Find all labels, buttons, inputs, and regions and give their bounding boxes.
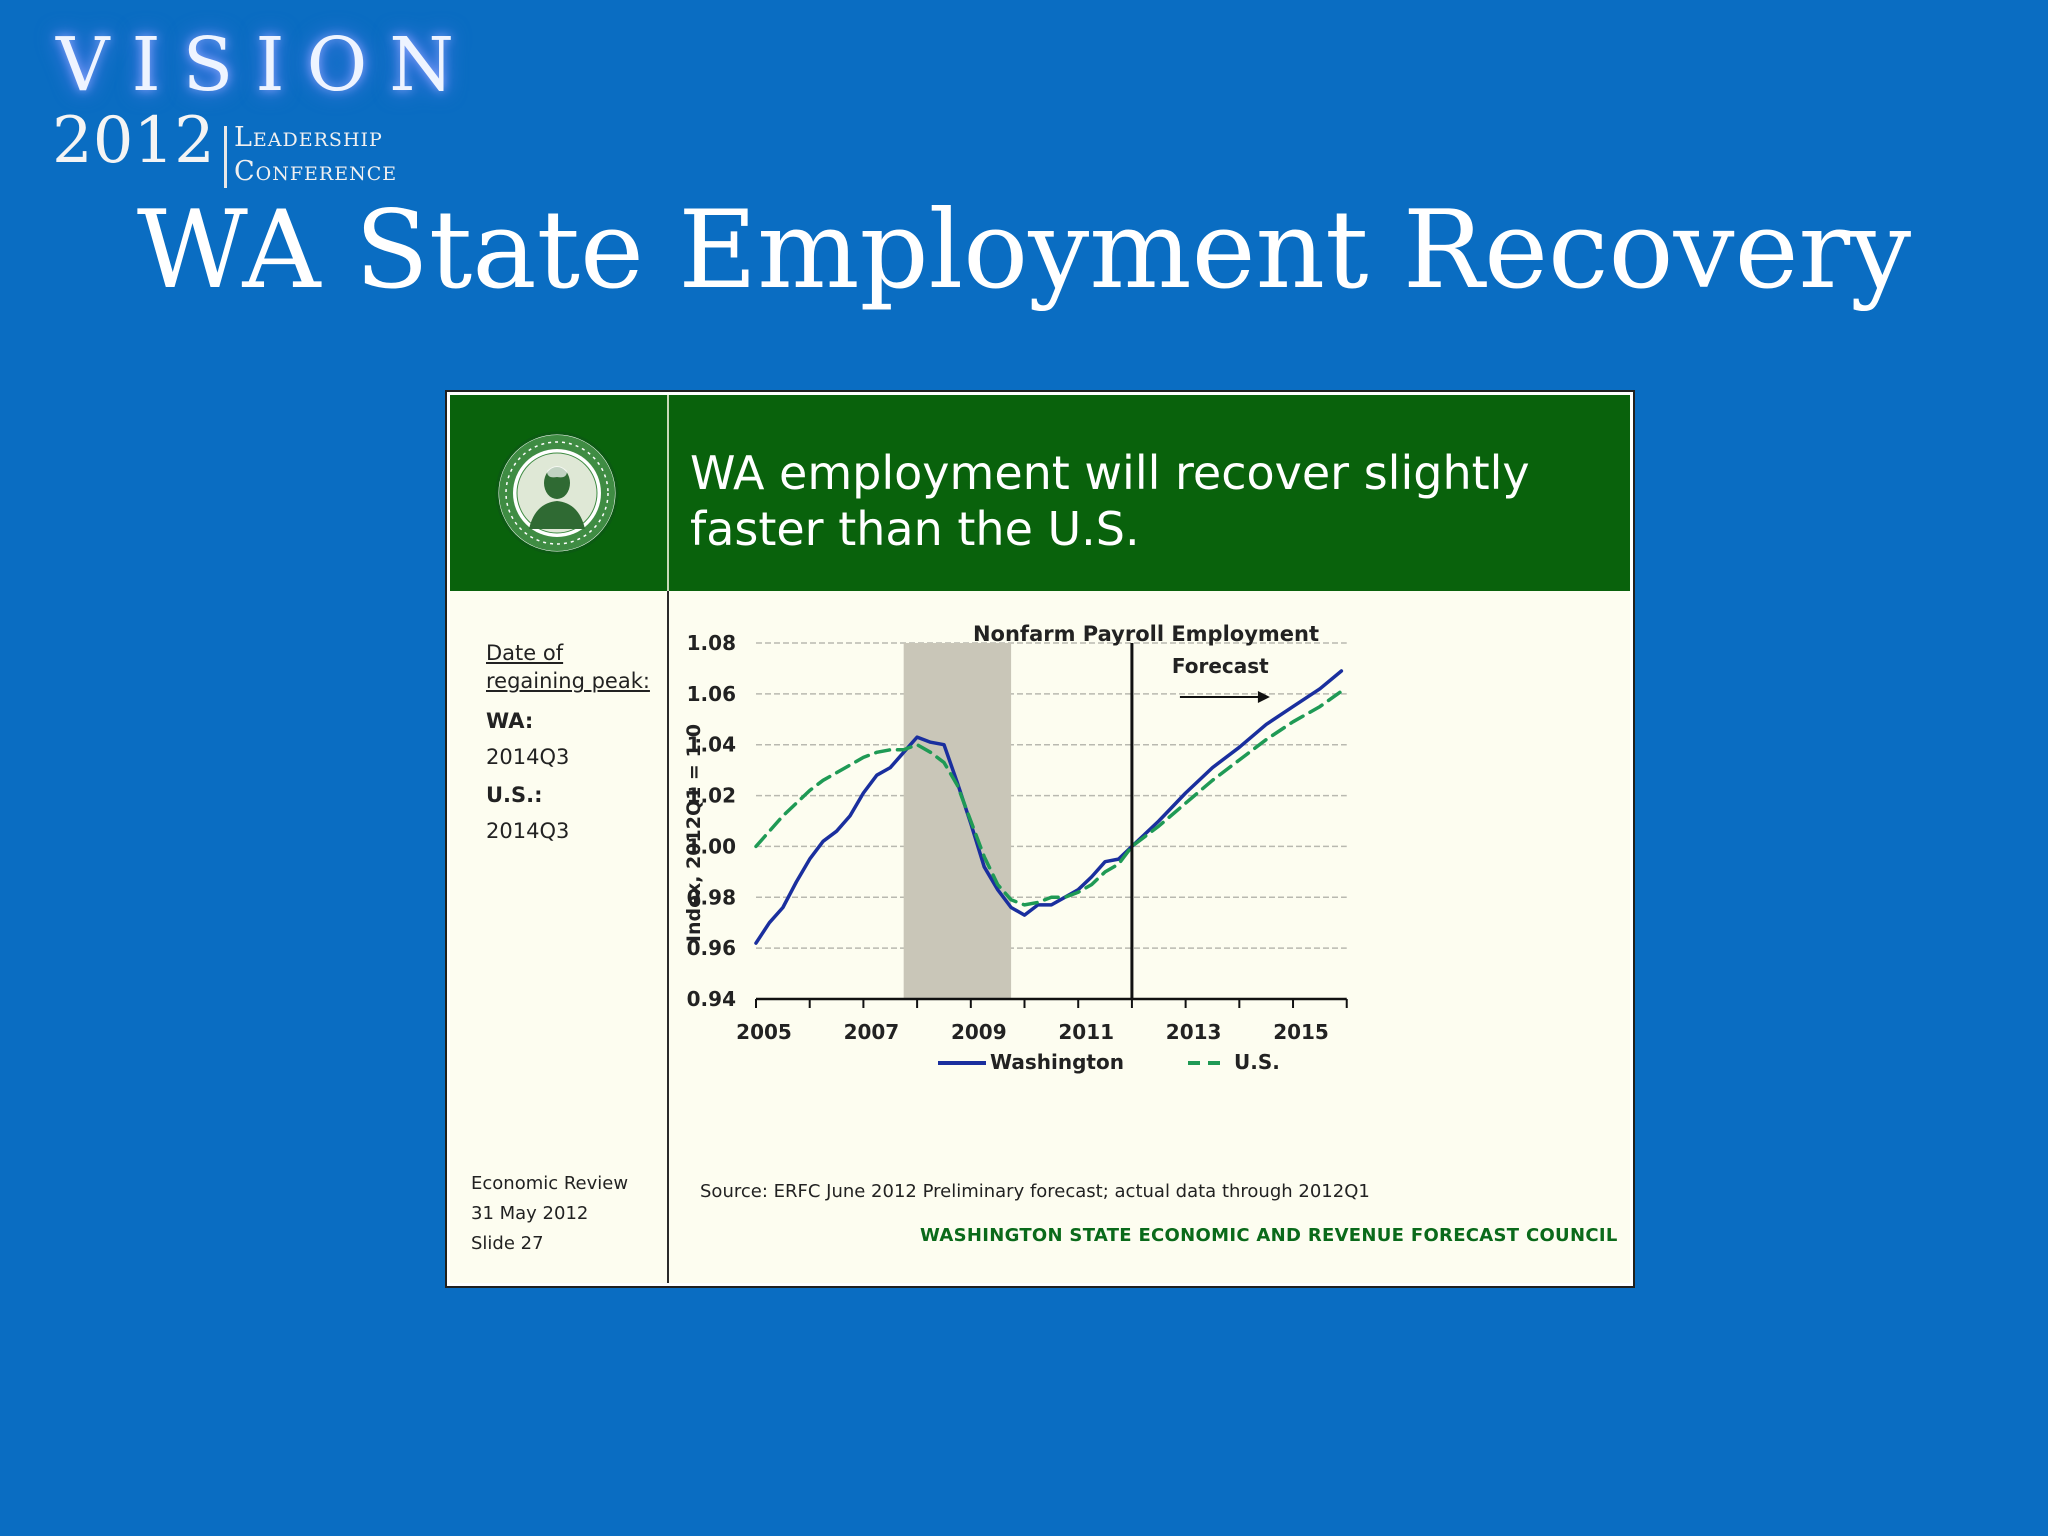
logo-conference-text: Conference [234, 156, 398, 187]
us-series-line [754, 689, 1344, 907]
x-tick-label: 2015 [1273, 1020, 1329, 1044]
legend-washington-label: Washington [990, 1050, 1124, 1074]
y-axis-label: Index, 2012Q1 = 1.0 [683, 724, 705, 942]
forecast-arrow-head [1257, 691, 1270, 703]
wa-label: WA: [486, 709, 534, 733]
source-note: Source: ERFC June 2012 Preliminary forec… [700, 1181, 1370, 1202]
chart-title: Nonfarm Payroll Employment [973, 622, 1319, 646]
logo-leadership-text: Leadership [234, 122, 383, 153]
forecast-label: Forecast [1172, 654, 1269, 678]
chart-panel: WA employment will recover slightly fast… [445, 390, 1635, 1288]
washington-seal-icon [495, 431, 619, 555]
y-tick-label: 1.02 [687, 784, 736, 808]
y-tick-label: 1.04 [687, 733, 736, 757]
council-credit: WASHINGTON STATE ECONOMIC AND REVENUE FO… [920, 1225, 1618, 1246]
x-tick-label: 2011 [1058, 1020, 1114, 1044]
recession-shading [903, 643, 1012, 999]
wa-peak-value: 2014Q3 [486, 745, 570, 769]
x-tick-label: 2005 [736, 1020, 792, 1044]
us-peak-value: 2014Q3 [486, 819, 570, 843]
y-tick-label: 0.98 [687, 885, 736, 909]
peak-heading: Date of regaining peak: [486, 641, 650, 693]
logo-divider [224, 126, 227, 188]
x-tick-label: 2013 [1166, 1020, 1222, 1044]
peak-date-sidebar: Date of regaining peak: WA: 2014Q3 U.S.:… [486, 639, 656, 843]
y-tick-label: 0.96 [687, 936, 736, 960]
payroll-chart: Nonfarm Payroll Employment 0.94 0.96 0.98 1.… [683, 622, 1348, 1074]
slide-footer: Economic Review 31 May 2012 Slide 27 [471, 1169, 628, 1259]
logo-year-text: 2012 [52, 104, 215, 178]
panel-header: WA employment will recover slightly fast… [450, 395, 1630, 591]
y-tick-label: 0.94 [687, 987, 736, 1011]
washington-series-line [754, 669, 1344, 945]
us-label: U.S.: [486, 783, 543, 807]
seal-area [450, 395, 669, 591]
footer-line-1: Economic Review [471, 1173, 629, 1194]
sidebar-divider [667, 591, 669, 1283]
x-tick-label: 2007 [844, 1020, 900, 1044]
legend-us-label: U.S. [1234, 1050, 1280, 1074]
logo-vision-text: VISION [56, 22, 477, 108]
y-tick-label: 1.08 [687, 631, 736, 655]
footer-line-3: Slide 27 [471, 1233, 544, 1254]
y-tick-label: 1.00 [687, 834, 736, 858]
panel-headline: WA employment will recover slightly fast… [690, 446, 1530, 556]
footer-line-2: 31 May 2012 [471, 1203, 589, 1224]
slide-title: WA State Employment Recovery [136, 188, 1912, 313]
x-tick-label: 2009 [951, 1020, 1007, 1044]
y-tick-label: 1.06 [687, 682, 736, 706]
